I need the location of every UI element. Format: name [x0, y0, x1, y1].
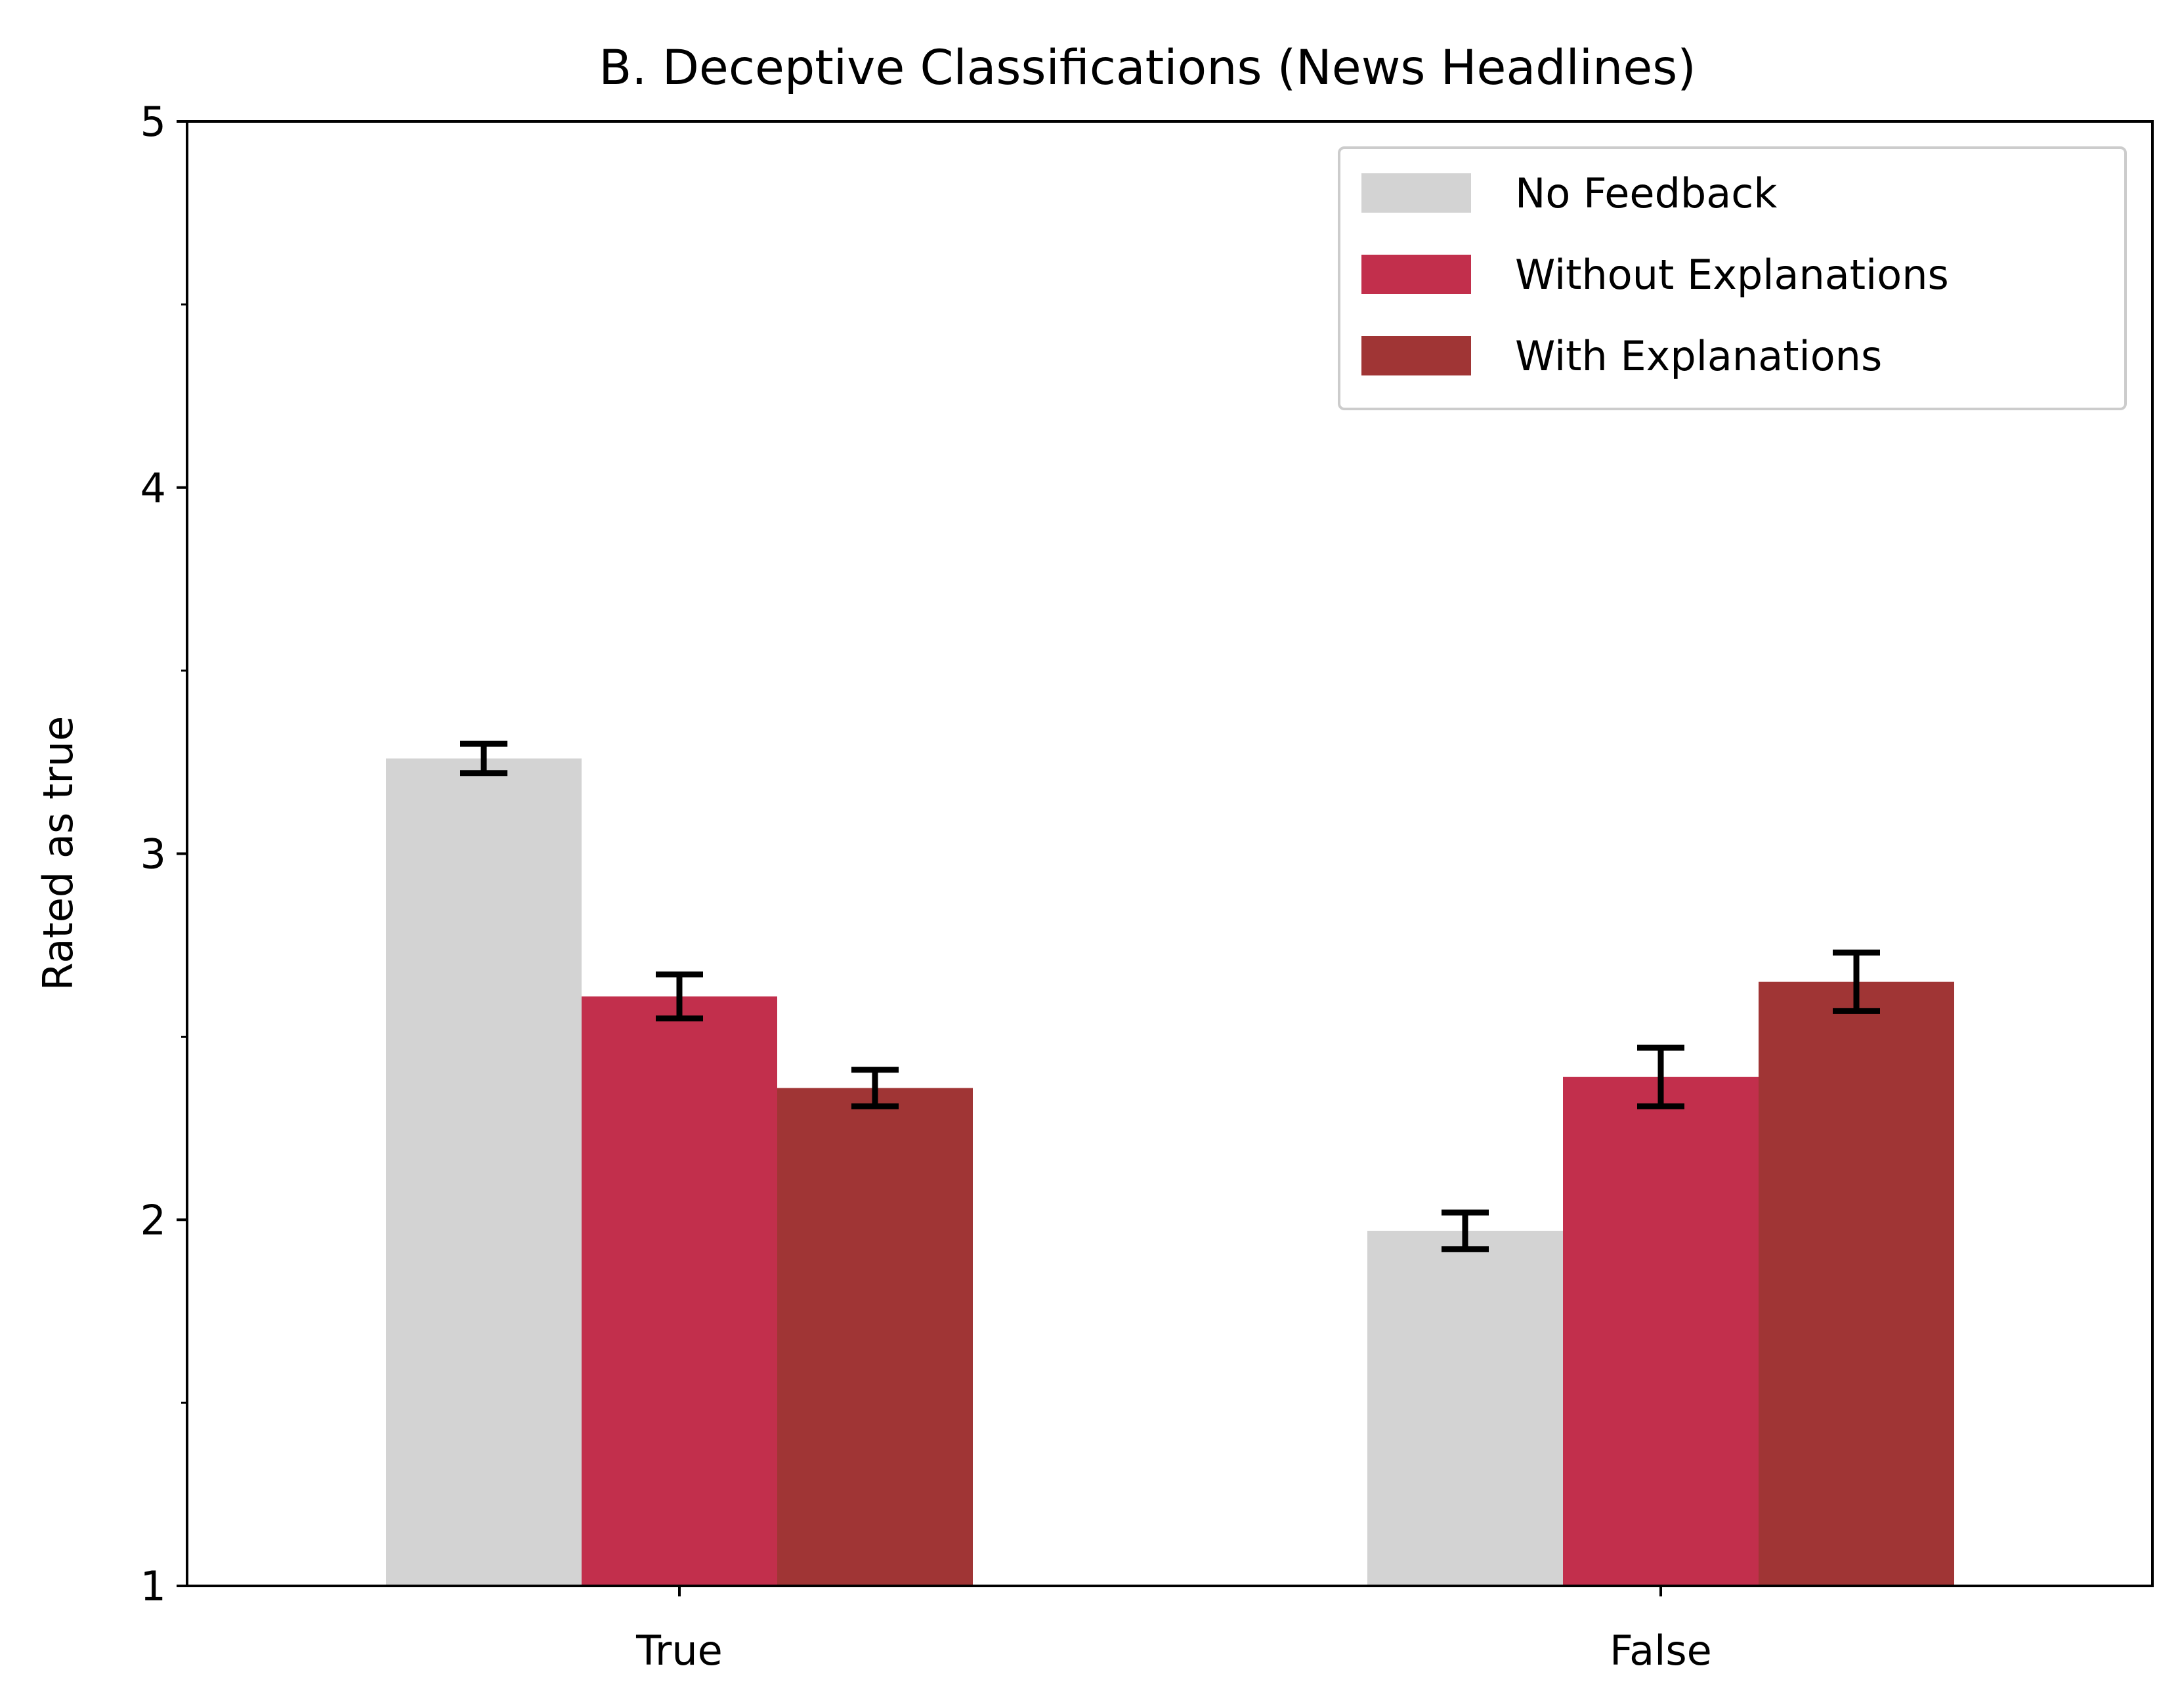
- bar-without-explanations-true: [582, 996, 777, 1586]
- x-tick-label: True: [635, 1627, 723, 1675]
- x-tick-label: False: [1610, 1627, 1712, 1675]
- y-axis-label: Rated as true: [34, 716, 82, 991]
- error-bar-no-feedback-false: [1442, 1209, 1489, 1252]
- legend-label: With Explanations: [1515, 332, 1882, 380]
- legend-label: No Feedback: [1515, 169, 1777, 217]
- legend-item: With Explanations: [1361, 332, 1882, 380]
- bar-without-explanations-false: [1563, 1077, 1759, 1586]
- legend-swatch: [1361, 173, 1471, 213]
- bar-no-feedback-false: [1367, 1230, 1563, 1586]
- y-tick-label: 3: [140, 830, 166, 878]
- y-axis: 1 2 3 4 5: [140, 98, 187, 1610]
- chart-title: B. Deceptive Classifications (News Headl…: [599, 40, 1696, 96]
- legend-item: Without Explanations: [1361, 251, 1949, 299]
- x-axis: True False: [635, 1586, 1712, 1675]
- legend-label: Without Explanations: [1515, 251, 1949, 299]
- y-tick-label: 2: [140, 1196, 166, 1244]
- y-tick-label: 5: [140, 98, 166, 146]
- error-bar-with-explanations-true: [851, 1067, 899, 1109]
- legend-item: No Feedback: [1361, 169, 1777, 217]
- bars-layer: [386, 758, 1954, 1586]
- y-tick-label: 1: [140, 1562, 166, 1610]
- legend-box: [1338, 146, 2127, 410]
- legend-swatch: [1361, 255, 1471, 294]
- bar-with-explanations-false: [1759, 981, 1954, 1586]
- error-bar-with-explanations-false: [1833, 949, 1880, 1014]
- error-bar-without-explanations-false: [1637, 1044, 1684, 1109]
- legend-swatch: [1361, 336, 1471, 375]
- error-bars-layer: [460, 740, 1880, 1252]
- bar-no-feedback-true: [386, 758, 582, 1586]
- y-tick-label: 4: [140, 464, 166, 512]
- error-bar-no-feedback-true: [460, 740, 507, 777]
- bar-with-explanations-true: [777, 1088, 973, 1586]
- legend: No Feedback Without Explanations With Expl…: [1338, 146, 2127, 410]
- error-bar-without-explanations-true: [656, 971, 703, 1021]
